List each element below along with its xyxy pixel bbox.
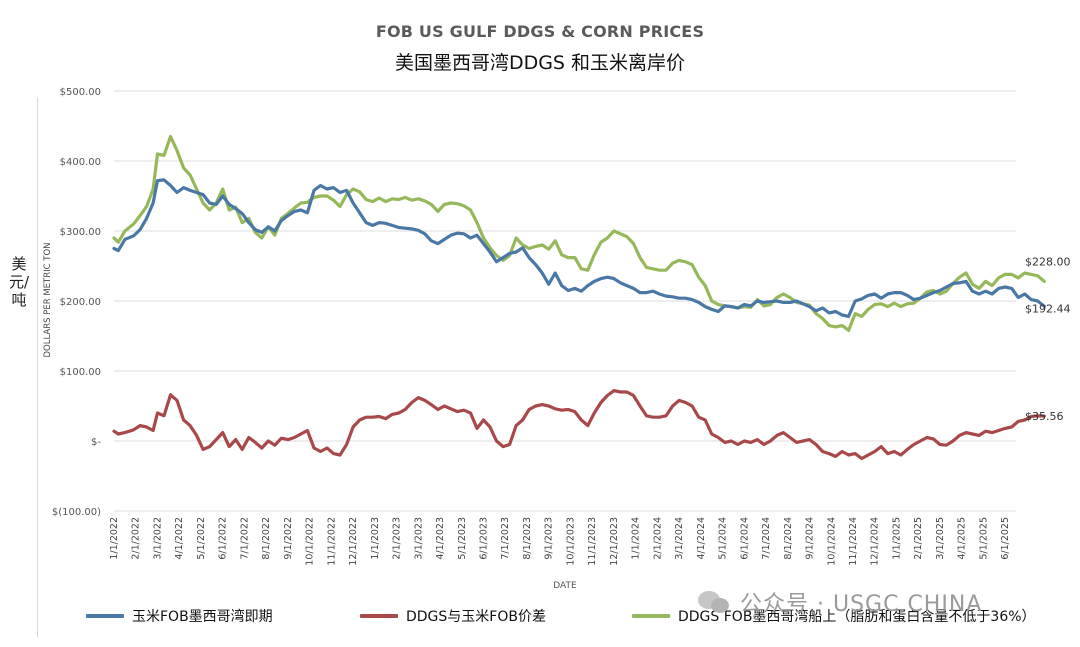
y-axis-ticks: $500.00 $400.00 $300.00 $200.00 $100.00 $- $(1…: [52, 87, 102, 518]
x-tick-label: 6/1/2023: [478, 517, 489, 560]
series-line-1: [112, 389, 1046, 461]
x-tick-label: 12/1/2023: [609, 517, 620, 566]
x-axis-ticks: 1/1/2022 2/1/2022 3/1/2022 4/1/2022 5/1/2022…: [109, 517, 1011, 566]
wechat-icon: [698, 589, 732, 615]
x-tick-label: 8/1/2023: [522, 517, 533, 560]
x-tick-label: 2/1/2024: [652, 517, 663, 560]
y-tick-label: $500.00: [60, 87, 101, 98]
x-tick-label: 8/1/2022: [261, 517, 272, 560]
x-tick-label: 2/1/2022: [131, 517, 142, 560]
legend-label-ddgs: DDGS FOB墨西哥湾船上（脂肪和蛋白含量不低于36%）: [678, 609, 1036, 625]
series-line-0: [112, 178, 1046, 318]
legend-swatch-spread: [360, 614, 398, 618]
x-tick-label: 9/1/2022: [283, 517, 294, 560]
x-tick-label: 3/1/2023: [413, 517, 424, 560]
x-tick-label: 6/1/2022: [218, 517, 229, 560]
y-tick-label: $400.00: [60, 157, 101, 168]
legend-item-ddgs: DDGS FOB墨西哥湾船上（脂肪和蛋白含量不低于36%）: [632, 606, 1036, 626]
watermark: 公众号 · USGC CHINA: [698, 586, 982, 618]
end-value-label: $192.44: [1025, 302, 1071, 315]
x-tick-label: 12/1/2022: [348, 517, 359, 566]
y-tick-label: $(100.00): [52, 507, 101, 518]
gridlines: [114, 90, 1016, 512]
x-tick-label: 6/1/2024: [739, 517, 750, 560]
legend-item-spread: DDGS与玉米FOB价差: [360, 606, 546, 626]
x-tick-label: 7/1/2022: [239, 517, 250, 560]
end-value-label: $228.00: [1025, 255, 1071, 268]
side-unit-label: 美元/吨: [8, 255, 30, 309]
x-tick-label: 4/1/2025: [957, 517, 968, 560]
legend: 玉米FOB墨西哥湾即期 DDGS与玉米FOB价差 DDGS FOB墨西哥湾船上（…: [0, 606, 1080, 636]
x-tick-label: 9/1/2023: [544, 517, 555, 560]
x-tick-label: 11/1/2024: [848, 517, 859, 566]
x-tick-label: 1/1/2023: [370, 517, 381, 560]
y-tick-label: $300.00: [60, 227, 101, 238]
legend-swatch-corn: [86, 614, 124, 618]
frame-divider: [37, 97, 38, 637]
x-tick-label: 7/1/2024: [761, 517, 772, 560]
x-tick-label: 10/1/2023: [565, 517, 576, 566]
x-tick-label: 5/1/2023: [457, 517, 468, 560]
x-tick-label: 10/1/2022: [305, 517, 316, 566]
y-axis-title: DOLLARS PER METRIC TON: [43, 242, 53, 357]
x-axis-title: DATE: [553, 581, 577, 591]
chart-subtitle: 美国墨西哥湾DDGS 和玉米离岸价: [394, 52, 686, 74]
chart-title: FOB US GULF DDGS & CORN PRICES: [375, 22, 705, 41]
x-tick-label: 11/1/2022: [326, 517, 337, 566]
x-tick-label: 6/1/2025: [1000, 517, 1011, 560]
watermark-text: 公众号 · USGC CHINA: [740, 592, 983, 617]
x-tick-label: 8/1/2024: [783, 517, 794, 560]
x-tick-label: 1/1/2024: [631, 517, 642, 560]
x-tick-label: 11/1/2023: [587, 517, 598, 566]
y-tick-label: $200.00: [60, 297, 101, 308]
x-tick-label: 5/1/2025: [978, 517, 989, 560]
legend-item-corn: 玉米FOB墨西哥湾即期: [86, 606, 273, 626]
y-tick-label: $100.00: [60, 367, 101, 378]
x-tick-label: 2/1/2025: [913, 517, 924, 560]
end-value-label: $35.56: [1025, 410, 1064, 423]
y-tick-label: $-: [91, 437, 101, 448]
x-tick-label: 3/1/2022: [152, 517, 163, 560]
x-tick-label: 4/1/2023: [435, 517, 446, 560]
x-tick-label: 4/1/2024: [696, 517, 707, 560]
x-tick-label: 5/1/2024: [718, 517, 729, 560]
x-tick-label: 3/1/2024: [674, 517, 685, 560]
x-tick-label: 2/1/2023: [392, 517, 403, 560]
x-tick-label: 10/1/2024: [826, 517, 837, 566]
x-tick-label: 1/1/2022: [109, 517, 120, 560]
legend-swatch-ddgs: [632, 614, 670, 618]
x-tick-label: 12/1/2024: [870, 517, 881, 566]
x-tick-label: 1/1/2025: [891, 517, 902, 560]
legend-label-corn: 玉米FOB墨西哥湾即期: [132, 609, 273, 625]
x-tick-label: 7/1/2023: [500, 517, 511, 560]
x-tick-label: 9/1/2024: [805, 517, 816, 560]
x-tick-label: 3/1/2025: [935, 517, 946, 560]
x-tick-label: 5/1/2022: [196, 517, 207, 560]
end-labels: $228.00 $192.44 $35.56: [1025, 255, 1071, 423]
x-tick-label: 4/1/2022: [174, 517, 185, 560]
legend-label-spread: DDGS与玉米FOB价差: [406, 609, 546, 625]
series-lines: [112, 134, 1046, 461]
